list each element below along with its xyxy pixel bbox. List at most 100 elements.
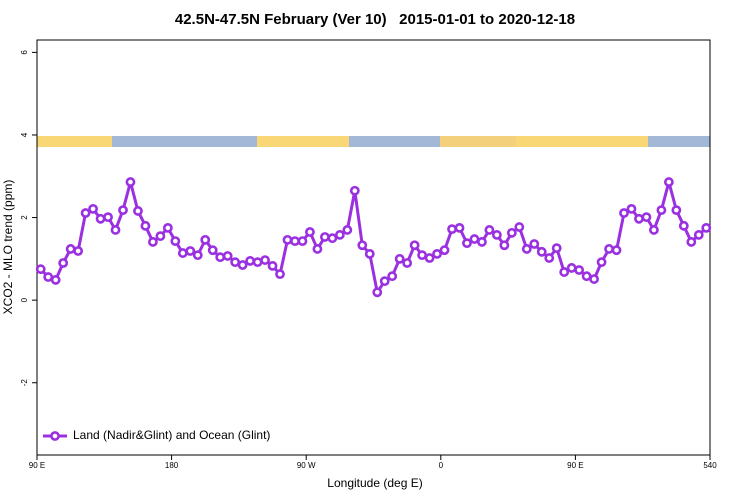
x-tick-label: 0 bbox=[439, 461, 444, 470]
data-point bbox=[192, 250, 203, 261]
ocean bbox=[349, 136, 440, 147]
data-point bbox=[619, 208, 629, 218]
data-point bbox=[222, 251, 233, 261]
data-point bbox=[686, 237, 697, 247]
data-point bbox=[260, 255, 270, 265]
data-point bbox=[200, 234, 211, 245]
data-point bbox=[462, 238, 472, 249]
data-point bbox=[95, 213, 106, 224]
data-point bbox=[319, 232, 330, 242]
data-point bbox=[133, 206, 143, 216]
data-point bbox=[125, 177, 136, 187]
data-point bbox=[671, 205, 682, 216]
data-point bbox=[43, 272, 54, 282]
data-point bbox=[611, 245, 622, 256]
data-point bbox=[604, 244, 614, 254]
data-point bbox=[342, 225, 353, 235]
data-point bbox=[379, 276, 390, 287]
data-point bbox=[349, 185, 360, 196]
data-point bbox=[364, 249, 375, 259]
data-point bbox=[35, 264, 46, 275]
x-tick-label: 90 E bbox=[567, 461, 583, 470]
data-point bbox=[267, 260, 278, 271]
data-point bbox=[454, 222, 465, 233]
land bbox=[516, 136, 648, 147]
data-point bbox=[402, 258, 413, 268]
data-point bbox=[394, 253, 405, 264]
data-point bbox=[177, 248, 188, 258]
y-tick-label: 4 bbox=[20, 132, 29, 137]
data-point bbox=[701, 222, 712, 233]
ocean bbox=[648, 136, 710, 147]
data-point bbox=[424, 253, 435, 263]
data-point bbox=[634, 213, 644, 224]
data-point bbox=[596, 257, 607, 268]
x-tick-label: 90 E bbox=[29, 461, 45, 470]
data-point bbox=[581, 271, 592, 282]
land-ocean-strip bbox=[37, 136, 710, 147]
data-point bbox=[641, 212, 652, 223]
data-point bbox=[551, 243, 562, 254]
data-point bbox=[73, 246, 84, 256]
data-point bbox=[185, 246, 196, 256]
data-point bbox=[477, 237, 487, 247]
data-point bbox=[275, 269, 285, 280]
data-point bbox=[88, 203, 98, 214]
plot-frame bbox=[36, 39, 711, 456]
data-point bbox=[282, 234, 293, 245]
land bbox=[257, 136, 349, 147]
data-point bbox=[312, 244, 323, 254]
data-point bbox=[678, 220, 689, 231]
x-axis-label: Longitude (deg E) bbox=[327, 476, 422, 490]
data-point bbox=[447, 224, 457, 235]
data-point bbox=[230, 257, 241, 268]
x-tick-label: 90 W bbox=[297, 461, 316, 470]
data-point bbox=[439, 245, 450, 256]
data-point bbox=[559, 267, 570, 277]
data-point bbox=[65, 244, 76, 254]
data-point bbox=[162, 222, 173, 233]
data-point bbox=[103, 212, 113, 223]
y-tick-label: 6 bbox=[20, 50, 29, 55]
data-point bbox=[372, 287, 383, 298]
data-point bbox=[566, 263, 577, 273]
data-point bbox=[290, 236, 300, 246]
data-point bbox=[118, 205, 128, 216]
data-point bbox=[140, 220, 151, 231]
data-point bbox=[305, 227, 315, 237]
data-point bbox=[58, 258, 69, 268]
data-point bbox=[155, 231, 166, 242]
data-point bbox=[409, 240, 420, 251]
data-point bbox=[536, 246, 547, 257]
chart-title: 42.5N-47.5N February (Ver 10) 2015-01-01… bbox=[175, 11, 575, 28]
data-point bbox=[334, 230, 345, 240]
legend: Land (Nadir&Glint) and Ocean (Glint) bbox=[43, 428, 270, 442]
data-point bbox=[506, 227, 517, 238]
data-point bbox=[693, 230, 704, 240]
y-tick-label: -2 bbox=[20, 379, 29, 387]
data-point bbox=[432, 249, 442, 259]
legend-marker bbox=[50, 431, 60, 441]
data-point bbox=[387, 271, 398, 282]
data-point bbox=[529, 239, 540, 249]
data-point bbox=[626, 203, 637, 214]
y-axis-label: XCO2 - MLO trend (ppm) bbox=[1, 180, 15, 315]
data-point bbox=[80, 208, 91, 218]
data-point bbox=[663, 177, 674, 187]
data-point bbox=[521, 244, 532, 254]
data-point bbox=[357, 240, 368, 251]
data-point bbox=[574, 265, 585, 275]
data-point bbox=[252, 257, 263, 268]
data-point bbox=[649, 225, 659, 235]
y-tick-label: 0 bbox=[20, 297, 29, 302]
data-point bbox=[297, 236, 308, 246]
data-point bbox=[327, 233, 338, 244]
data-point bbox=[110, 225, 121, 235]
data-point bbox=[491, 230, 502, 240]
x-tick-label: 540 bbox=[703, 461, 717, 470]
data-point bbox=[417, 250, 428, 261]
data-point bbox=[148, 237, 158, 247]
data-point bbox=[170, 236, 181, 246]
ocean bbox=[112, 136, 257, 147]
